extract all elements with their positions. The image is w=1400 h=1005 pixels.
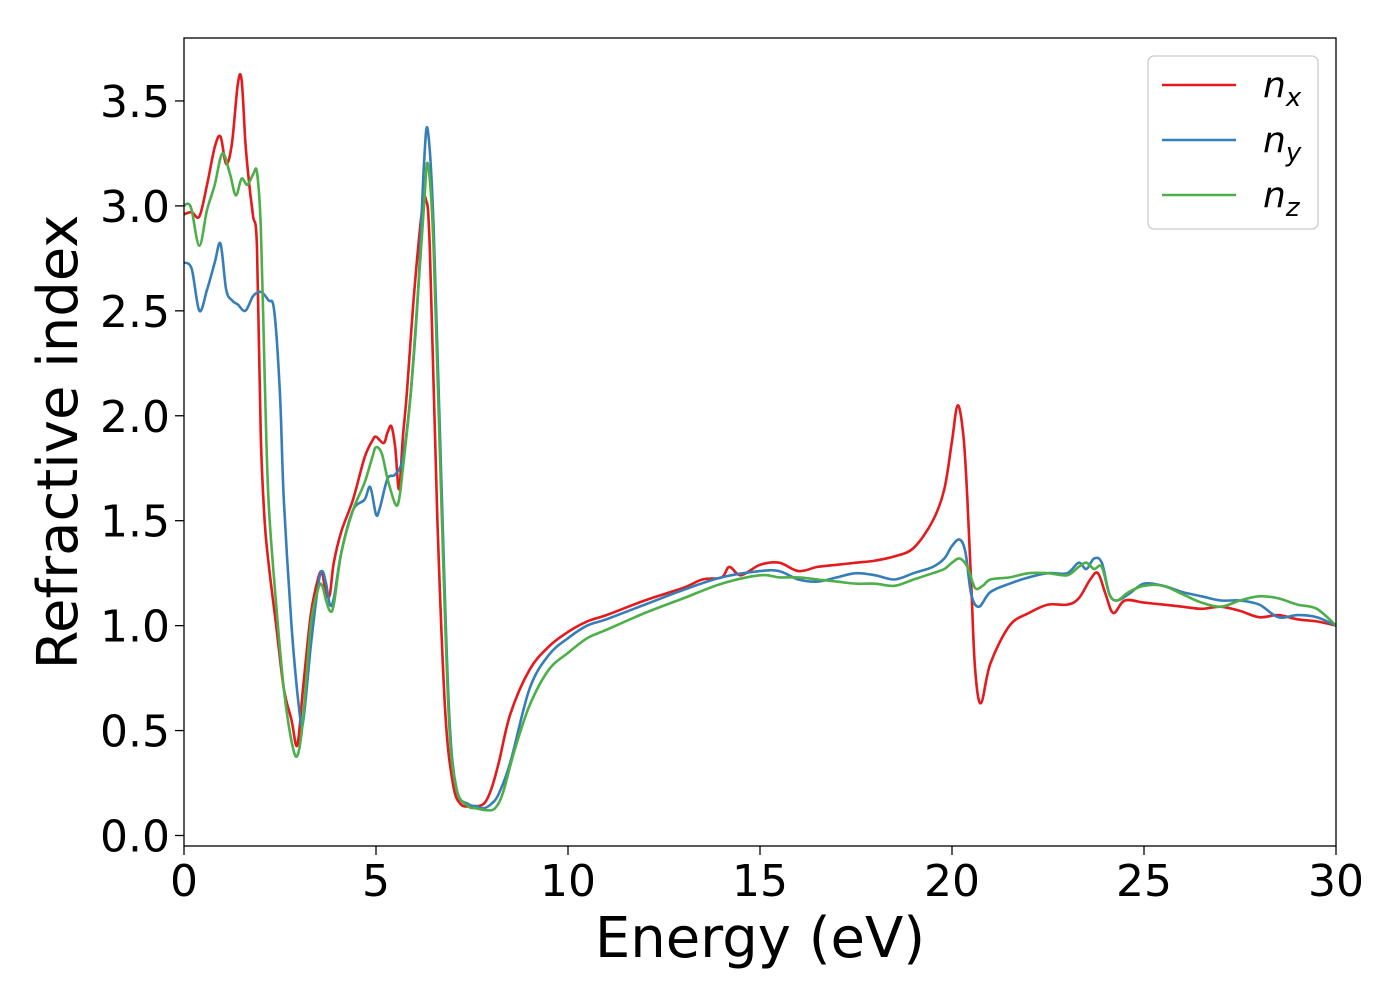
x-tick-label: 20 [924,856,980,907]
legend-label-subscript: x [1285,83,1302,113]
x-tick-label: 15 [732,856,788,907]
y-tick-label: 1.5 [100,497,170,548]
x-axis-title: Energy (eV) [595,906,925,971]
series-line-n-x [183,72,1337,808]
x-tick-label: 5 [362,856,390,907]
y-tick-label: 0.5 [100,707,170,758]
y-tick-label: 3.0 [100,182,170,233]
y-tick-label: 3.5 [100,77,170,128]
legend-label-subscript: z [1285,193,1301,223]
legend-label-n-x: nx [1263,65,1302,113]
legend-label-n-z: nz [1263,175,1301,223]
legend-label-n-y: ny [1263,120,1302,168]
legend-box [1147,55,1319,230]
x-tick-label: 10 [540,856,596,907]
y-axis-title: Refractive index [26,215,91,670]
series-line-n-z [183,152,1337,812]
legend-label-base: n [1263,175,1286,216]
legend-label-base: n [1263,120,1286,161]
y-axis-ticks: 0.0 0.5 1.0 1.5 2.0 2.5 3.0 3.5 [100,77,184,863]
legend-label-subscript: y [1285,138,1302,168]
series-line-n-y [183,126,1337,810]
legend-label-base: n [1263,65,1286,106]
y-tick-label: 1.0 [100,602,170,653]
x-tick-label: 30 [1308,856,1364,907]
x-tick-label: 0 [170,856,198,907]
y-tick-label: 2.5 [100,287,170,338]
x-tick-label: 25 [1116,856,1172,907]
x-axis-ticks: 0 5 10 15 20 25 30 [170,846,1364,907]
y-tick-label: 2.0 [100,392,170,443]
series-layer [183,72,1337,812]
y-tick-label: 0.0 [100,812,170,863]
